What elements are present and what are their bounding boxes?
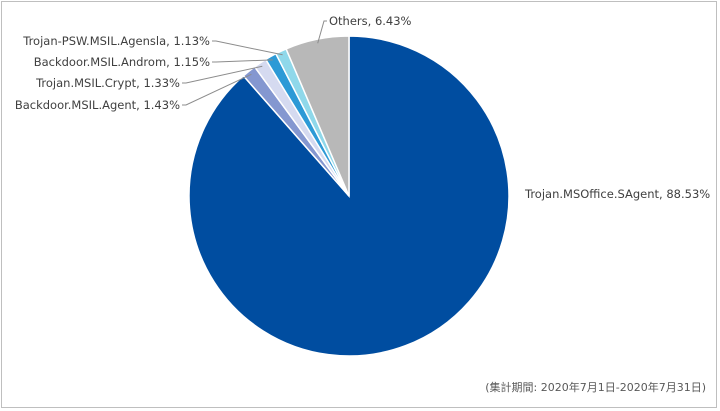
leader-line-trojan-psw-msil-agensla <box>212 40 283 56</box>
pie-slice-others <box>285 35 350 197</box>
leader-line-backdoor-msil-androm <box>212 59 273 63</box>
data-label-trojan-msil-crypt: Trojan.MSIL.Crypt, 1.33% <box>35 76 180 90</box>
data-label-trojan-psw-msil-agensla: Trojan-PSW.MSIL.Agensla, 1.13% <box>22 34 210 48</box>
data-label-backdoor-msil-androm: Backdoor.MSIL.Androm, 1.15% <box>34 55 210 69</box>
period-note: (集計期間: 2020年7月1日-2020年7月31日) <box>485 381 706 394</box>
data-label-trojan-msoffice-sagent: Trojan.MSOffice.SAgent, 88.53% <box>524 187 710 201</box>
data-label-others: Others, 6.43% <box>329 14 412 28</box>
data-label-backdoor-msil-agent: Backdoor.MSIL.Agent, 1.43% <box>15 98 180 112</box>
leader-line-others <box>317 20 327 44</box>
leader-line-backdoor-msil-agent <box>182 73 252 106</box>
leader-line-trojan-msil-crypt <box>182 65 263 84</box>
